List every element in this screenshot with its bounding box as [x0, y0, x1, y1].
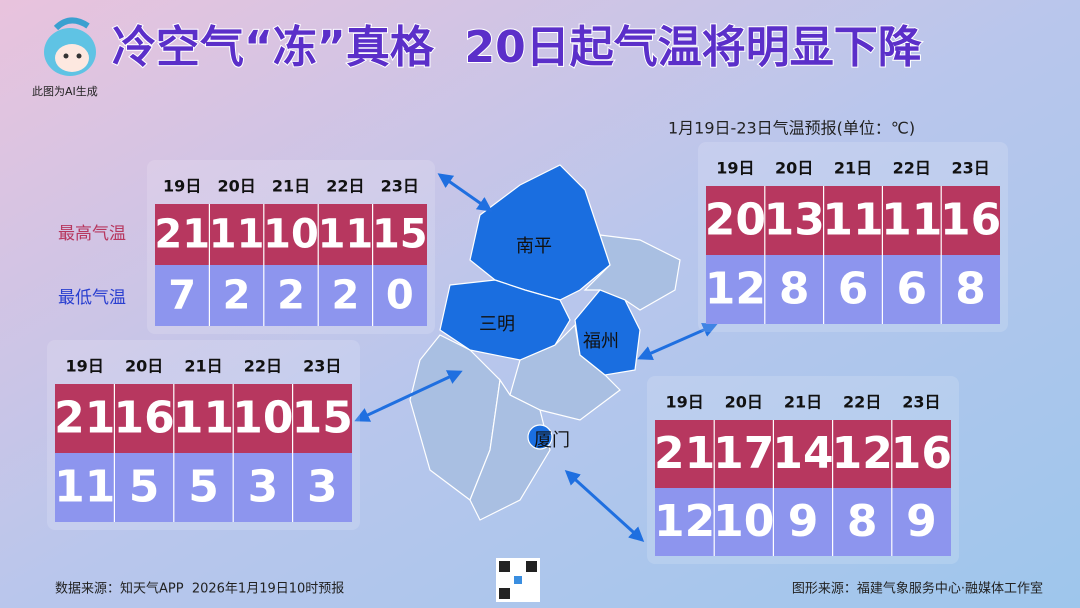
low-temp: 3 [307, 462, 338, 513]
qr-code [496, 558, 540, 602]
low-temp: 9 [906, 496, 937, 547]
low-temp: 10 [713, 496, 774, 547]
low-temp: 8 [779, 264, 810, 315]
high-temp: 15 [372, 212, 428, 258]
low-temp: 2 [223, 273, 251, 319]
city-table: 19日 21 11 20日 16 5 21日 11 5 22日 10 3 23日 15 3 [47, 340, 360, 530]
mascot [44, 17, 96, 76]
low-temp: 5 [129, 462, 160, 513]
low-row-bg [155, 265, 427, 326]
high-row-bg [655, 420, 951, 488]
date-label: 20日 [775, 159, 813, 178]
high-temp: 20 [705, 195, 766, 246]
date-label: 19日 [66, 357, 104, 376]
high-temp: 11 [209, 212, 265, 258]
date-label: 23日 [902, 393, 940, 412]
date-label: 19日 [163, 177, 201, 196]
low-temp: 2 [331, 273, 359, 319]
low-temp: 9 [788, 496, 819, 547]
high-row-bg [55, 384, 352, 453]
high-temp: 10 [263, 212, 319, 258]
city-table: 19日 21 12 20日 17 10 21日 14 9 22日 12 8 23日 16 9 [647, 376, 959, 564]
map-city-label: 厦门 [534, 430, 570, 451]
date-label: 19日 [716, 159, 754, 178]
high-temp: 21 [54, 393, 115, 444]
map-city-label: 福州 [583, 331, 619, 352]
low-temp: 5 [188, 462, 219, 513]
forecast-label: 1月19日-23日气温预报(单位：℃) [668, 119, 915, 138]
low-temp: 12 [654, 496, 715, 547]
low-temp: 0 [386, 273, 414, 319]
low-temp: 7 [168, 273, 196, 319]
high-temp: 11 [822, 195, 883, 246]
high-temp: 21 [154, 212, 210, 258]
date-label: 20日 [125, 357, 163, 376]
date-label: 20日 [725, 393, 763, 412]
date-label: 22日 [843, 393, 881, 412]
city-table: 19日 21 7 20日 11 2 21日 10 2 22日 11 2 23日 15 0 [147, 160, 435, 334]
date-label: 20日 [217, 177, 255, 196]
date-label: 21日 [184, 357, 222, 376]
low-temp: 6 [838, 264, 869, 315]
high-temp: 16 [940, 195, 1001, 246]
low-row-bg [655, 488, 951, 556]
high-temp: 14 [772, 428, 833, 479]
low-temp: 6 [896, 264, 927, 315]
map-city-label: 三明 [479, 314, 515, 335]
low-temp: 11 [54, 462, 115, 513]
high-temp: 15 [292, 393, 353, 444]
map-city-label: 南平 [516, 236, 552, 257]
date-label: 22日 [244, 357, 282, 376]
high-temp: 17 [713, 428, 774, 479]
high-temp: 16 [891, 428, 952, 479]
high-row-bg [155, 204, 427, 265]
high-row-label: 最高气温 [58, 224, 126, 244]
low-temp: 3 [248, 462, 279, 513]
title: 冷空气“冻”真格 20日起气温将明显下降 [112, 22, 922, 73]
date-label: 23日 [951, 159, 989, 178]
high-temp: 11 [173, 393, 234, 444]
data-source: 数据来源：知天气APP 2026年1月19日10时预报 [55, 581, 344, 597]
high-row-bg [706, 186, 1000, 255]
date-label: 21日 [272, 177, 310, 196]
low-row-label: 最低气温 [58, 288, 126, 308]
low-temp: 8 [955, 264, 986, 315]
date-label: 23日 [381, 177, 419, 196]
low-row-bg [55, 453, 352, 522]
high-temp: 16 [113, 393, 174, 444]
date-label: 19日 [665, 393, 703, 412]
date-label: 22日 [893, 159, 931, 178]
date-label: 23日 [303, 357, 341, 376]
high-temp: 11 [318, 212, 374, 258]
high-temp: 11 [881, 195, 942, 246]
date-label: 21日 [834, 159, 872, 178]
low-temp: 12 [705, 264, 766, 315]
high-temp: 10 [232, 393, 293, 444]
low-temp: 8 [847, 496, 878, 547]
ai-note: 此图为AI生成 [32, 84, 98, 98]
graphic-credit: 图形来源：福建气象服务中心·融媒体工作室 [792, 581, 1043, 597]
arrows [354, 173, 718, 543]
high-temp: 12 [832, 428, 893, 479]
low-row-bg [706, 255, 1000, 324]
date-label: 22日 [326, 177, 364, 196]
date-label: 21日 [784, 393, 822, 412]
high-temp: 13 [764, 195, 825, 246]
low-temp: 2 [277, 273, 305, 319]
high-temp: 21 [654, 428, 715, 479]
